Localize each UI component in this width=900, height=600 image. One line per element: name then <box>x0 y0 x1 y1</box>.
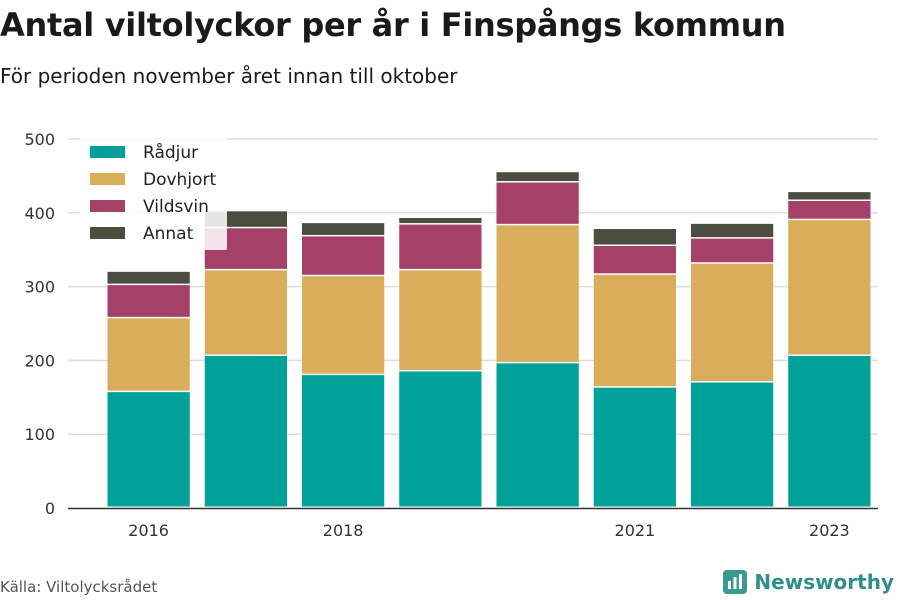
legend-swatch <box>90 173 125 185</box>
y-tick-label: 300 <box>24 278 55 297</box>
x-tick-label: 2021 <box>615 521 656 540</box>
x-axis-tick-labels: 2016 2018 2021 2023 <box>128 521 849 540</box>
brand-logo[interactable]: Newsworthy <box>722 569 894 595</box>
bar-segment-annat[interactable] <box>691 223 774 238</box>
bar-segment-dovhjort[interactable] <box>302 276 385 374</box>
bar-segment-vildsvin[interactable] <box>399 224 482 269</box>
y-tick-label: 400 <box>24 204 55 223</box>
bar-segment-annat[interactable] <box>107 271 190 284</box>
bar-segment-annat[interactable] <box>788 192 871 200</box>
bar-segment-annat[interactable] <box>496 172 579 182</box>
bar-segment-vildsvin[interactable] <box>788 200 871 219</box>
bar-segment-rådjur[interactable] <box>496 363 579 507</box>
bar-segment-dovhjort[interactable] <box>399 270 482 370</box>
chart-title: Antal viltolyckor per år i Finspångs kom… <box>0 6 786 44</box>
bar-segment-vildsvin[interactable] <box>496 182 579 224</box>
legend-box <box>80 137 227 250</box>
bar-segment-rådjur[interactable] <box>204 355 287 507</box>
legend-swatch <box>90 146 125 158</box>
bar-segment-dovhjort[interactable] <box>107 318 190 391</box>
y-tick-label: 0 <box>45 499 55 518</box>
source-note: Källa: Viltolycksrådet <box>0 578 158 596</box>
legend-label: Rådjur <box>143 142 198 163</box>
bar-segment-rådjur[interactable] <box>691 382 774 507</box>
bar-chart-logo-icon <box>723 570 748 594</box>
bar-segment-vildsvin[interactable] <box>593 246 676 274</box>
bar-segment-vildsvin[interactable] <box>302 236 385 275</box>
bar-segment-rådjur[interactable] <box>593 387 676 507</box>
bar-segment-annat[interactable] <box>399 217 482 224</box>
bar-segment-annat[interactable] <box>593 229 676 245</box>
x-tick-label: 2023 <box>809 521 850 540</box>
legend-label: Dovhjort <box>143 170 216 190</box>
bar-segment-rådjur[interactable] <box>302 375 385 507</box>
bars <box>107 172 871 507</box>
bar-segment-rådjur[interactable] <box>399 371 482 507</box>
legend: Rådjur Dovhjort Vildsvin Annat <box>80 137 227 250</box>
x-tick-label: 2016 <box>128 521 169 540</box>
bar-segment-vildsvin[interactable] <box>691 238 774 263</box>
y-axis-tick-labels: 0 100 200 300 400 500 <box>24 130 55 518</box>
legend-label: Annat <box>143 224 194 244</box>
bar-segment-dovhjort[interactable] <box>593 274 676 387</box>
bar-segment-rådjur[interactable] <box>788 355 871 507</box>
bar-segment-dovhjort[interactable] <box>788 220 871 355</box>
legend-swatch <box>90 200 125 212</box>
y-tick-label: 200 <box>24 351 55 370</box>
bar-segment-dovhjort[interactable] <box>496 225 579 362</box>
chart-subtitle: För perioden november året innan till ok… <box>0 64 458 88</box>
bar-segment-vildsvin[interactable] <box>107 285 190 317</box>
bar-segment-annat[interactable] <box>302 223 385 235</box>
x-tick-label: 2018 <box>323 521 364 540</box>
bar-segment-rådjur[interactable] <box>107 392 190 507</box>
legend-swatch <box>90 227 125 239</box>
y-tick-label: 100 <box>24 425 55 444</box>
bar-segment-dovhjort[interactable] <box>691 263 774 382</box>
bar-segment-dovhjort[interactable] <box>204 270 287 355</box>
brand-name: Newsworthy <box>754 570 894 594</box>
y-tick-label: 500 <box>24 130 55 149</box>
legend-label: Vildsvin <box>143 197 209 217</box>
